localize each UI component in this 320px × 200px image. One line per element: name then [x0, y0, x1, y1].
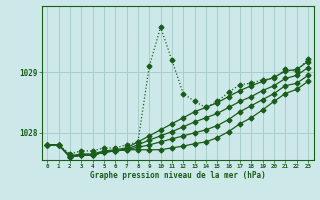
X-axis label: Graphe pression niveau de la mer (hPa): Graphe pression niveau de la mer (hPa)	[90, 171, 266, 180]
